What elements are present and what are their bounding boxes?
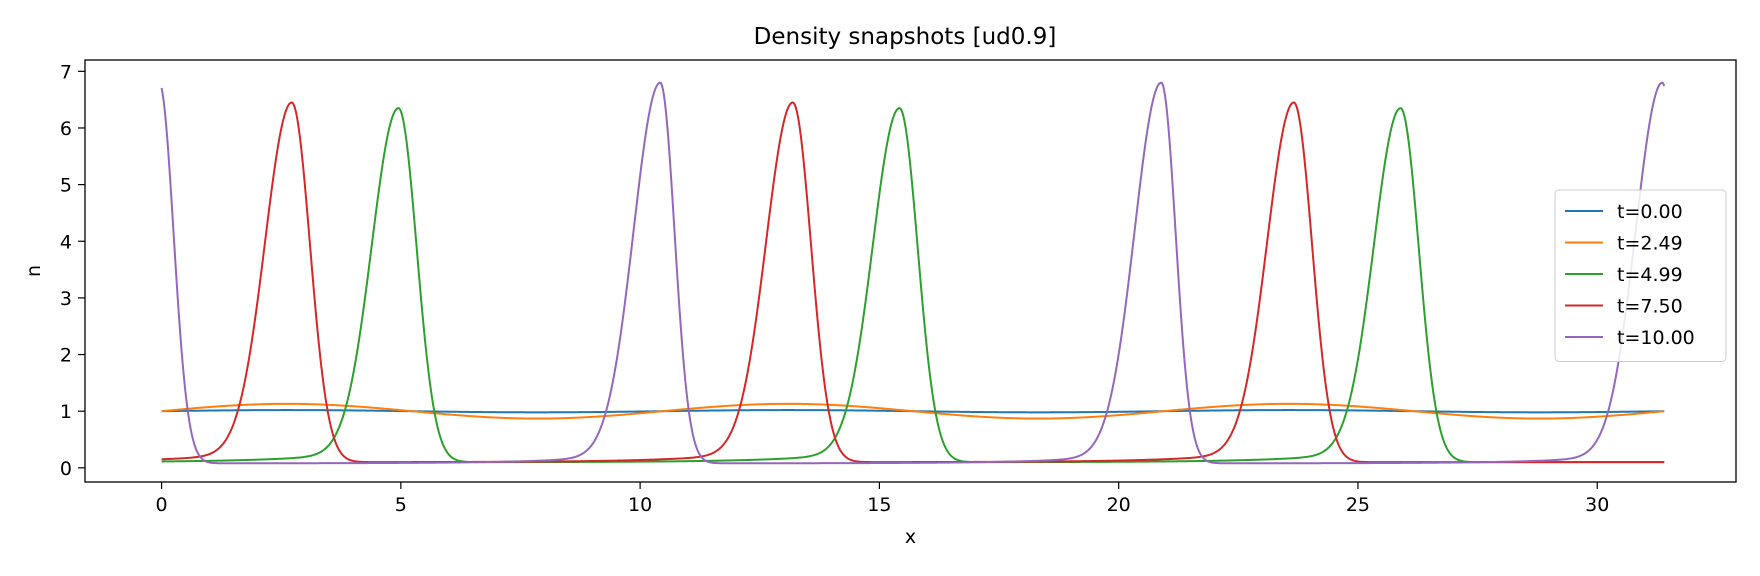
x-tick-label: 20 [1107, 494, 1131, 516]
series-line-1 [161, 402, 1665, 420]
legend: t=0.00 t=2.49 t=4.99 t=7.50 t=10.00 [1554, 189, 1727, 362]
y-tick-label: 4 [60, 231, 72, 253]
legend-entry: t=4.99 [1617, 264, 1683, 286]
y-tick-label: 1 [60, 401, 72, 423]
plot-area [160, 81, 1666, 465]
y-tick-label: 2 [60, 345, 72, 367]
axes: 0 5 10 15 20 25 30 0 1 2 3 4 5 6 7 [60, 59, 1737, 516]
chart-title: Density snapshots [ud0.9] [754, 24, 1057, 50]
legend-entry: t=2.49 [1617, 233, 1683, 255]
legend-entry: t=10.00 [1617, 327, 1695, 349]
x-tick-label: 5 [395, 494, 407, 516]
y-axis-label: n [23, 265, 45, 277]
y-tick-label: 0 [60, 458, 72, 480]
legend-entry: t=0.00 [1617, 201, 1683, 223]
series-line-2 [161, 107, 1665, 464]
y-tick-label: 5 [60, 175, 72, 197]
x-tick-label: 15 [867, 494, 891, 516]
axes-frame [84, 59, 1737, 483]
legend-entry: t=7.50 [1617, 296, 1683, 318]
y-tick-label: 3 [60, 288, 72, 310]
x-tick-label: 25 [1346, 494, 1370, 516]
x-tick-label: 30 [1585, 494, 1609, 516]
x-tick-label: 10 [628, 494, 652, 516]
series-line-4 [160, 81, 1666, 465]
x-tick-label: 0 [156, 494, 168, 516]
y-tick-label: 6 [60, 118, 72, 140]
x-axis-label: x [905, 526, 916, 548]
legend-box [1554, 189, 1727, 362]
y-tick-label: 7 [60, 61, 72, 83]
